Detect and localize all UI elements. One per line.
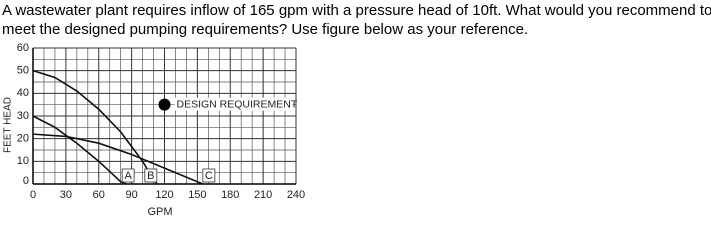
question-line: A wastewater plant requires inflow of 16… xyxy=(2,2,711,19)
pump-curve xyxy=(32,133,204,185)
y-tick-label: 50 xyxy=(17,65,29,77)
x-tick-label: 180 xyxy=(221,189,239,201)
design-point xyxy=(158,98,171,111)
x-tick-label: 120 xyxy=(155,189,173,201)
curve-label: A xyxy=(124,170,132,182)
curve-label-box xyxy=(202,168,216,183)
y-tick-label: 40 xyxy=(17,87,29,99)
page: A wastewater plant requires inflow of 16… xyxy=(2,2,711,218)
curve-label-box xyxy=(121,168,135,183)
y-tick-label: 60 xyxy=(17,42,29,54)
curve-label: C xyxy=(205,170,213,182)
x-tick-label: 0 xyxy=(30,189,36,201)
x-axis-label: GPM xyxy=(147,206,172,218)
annotation-bg xyxy=(174,97,293,111)
x-tick-label: 60 xyxy=(93,189,105,201)
y-tick-label: 10 xyxy=(17,155,29,167)
x-tick-label: 30 xyxy=(60,189,72,201)
chart: FEET HEAD GPM 0 30 60 90 120 150 180 210 240 0 10 2… xyxy=(3,42,306,218)
pump-curve xyxy=(32,115,127,185)
question-line: meet the designed pumping requirements? … xyxy=(2,21,529,38)
y-tick-label: 0 xyxy=(23,175,29,187)
y-axis-label: FEET HEAD xyxy=(3,97,14,153)
curve-label-box xyxy=(144,168,158,183)
x-tick-label: 210 xyxy=(254,189,272,201)
x-tick-label: 150 xyxy=(188,189,206,201)
annotation: DESIGN REQUIREMENT xyxy=(177,98,298,110)
x-tick-label: 240 xyxy=(287,189,305,201)
x-tick-label: 90 xyxy=(126,189,138,201)
y-tick-label: 20 xyxy=(17,133,29,145)
y-tick-label: 30 xyxy=(17,110,29,122)
curve-label: B xyxy=(147,170,154,182)
